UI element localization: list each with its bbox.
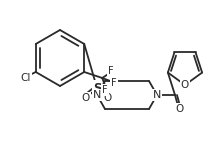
Text: S: S (93, 81, 101, 95)
Text: O: O (181, 80, 189, 90)
Text: O: O (176, 104, 184, 114)
Text: F: F (103, 85, 108, 95)
Text: O: O (82, 93, 90, 103)
Text: Cl: Cl (21, 73, 31, 83)
Text: N: N (153, 90, 161, 100)
Text: N: N (93, 90, 101, 100)
Text: F: F (111, 78, 117, 88)
Text: O: O (104, 93, 112, 103)
Text: F: F (108, 66, 114, 76)
